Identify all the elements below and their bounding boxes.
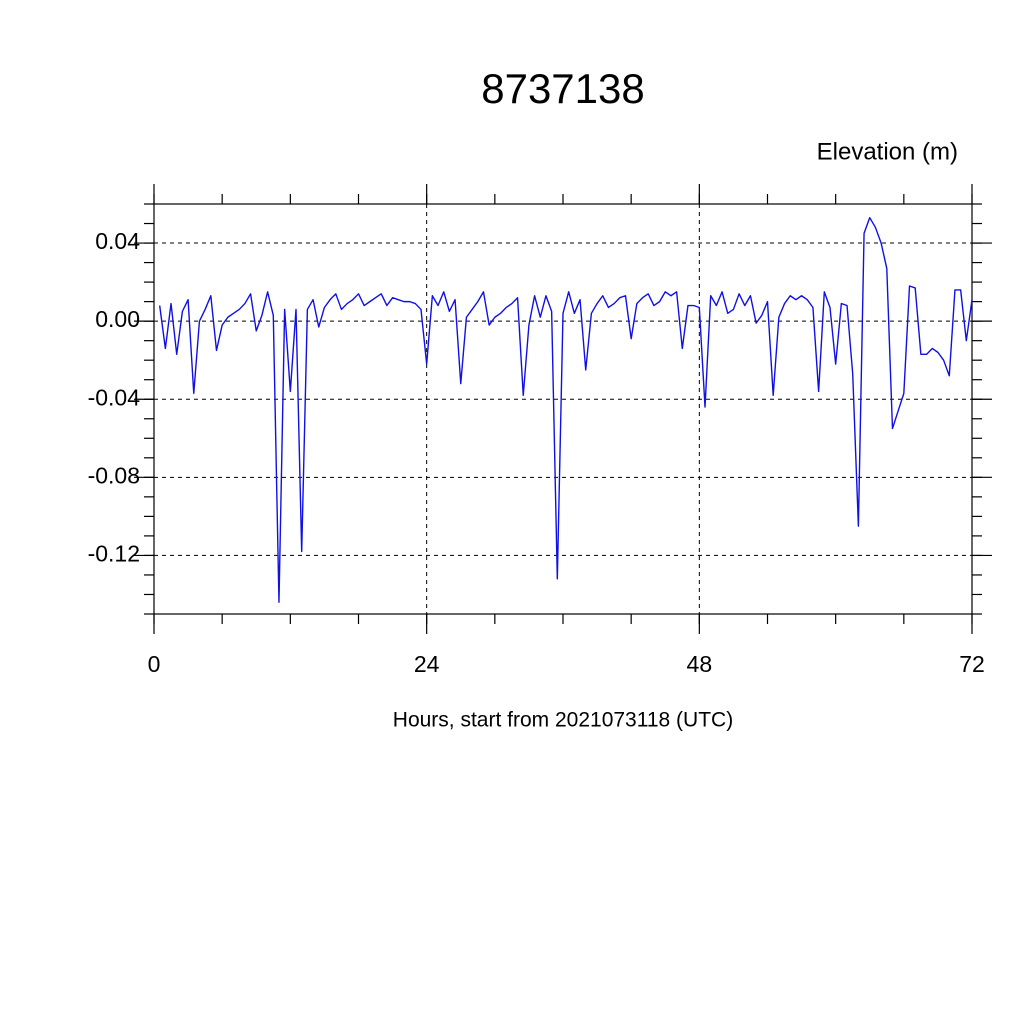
plot-frame [153,203,973,615]
y-tick-label: 0.04 [95,228,140,254]
x-tick-label: 72 [959,651,985,677]
x-tick-label: 0 [148,651,161,677]
x-tick-label: 24 [414,651,440,677]
x-tick-label: 48 [687,651,713,677]
y-tick-label: 0.00 [95,306,140,332]
x-axis-label: Hours, start from 2021073118 (UTC) [393,709,733,732]
y-axis-label: Elevation (m) [817,138,958,165]
data-line [158,216,973,603]
y-tick-label: -0.04 [88,384,141,410]
y-tick-label: -0.12 [88,541,140,567]
chart-title: 8737138 [481,65,645,112]
y-tick-label: -0.08 [88,462,140,488]
